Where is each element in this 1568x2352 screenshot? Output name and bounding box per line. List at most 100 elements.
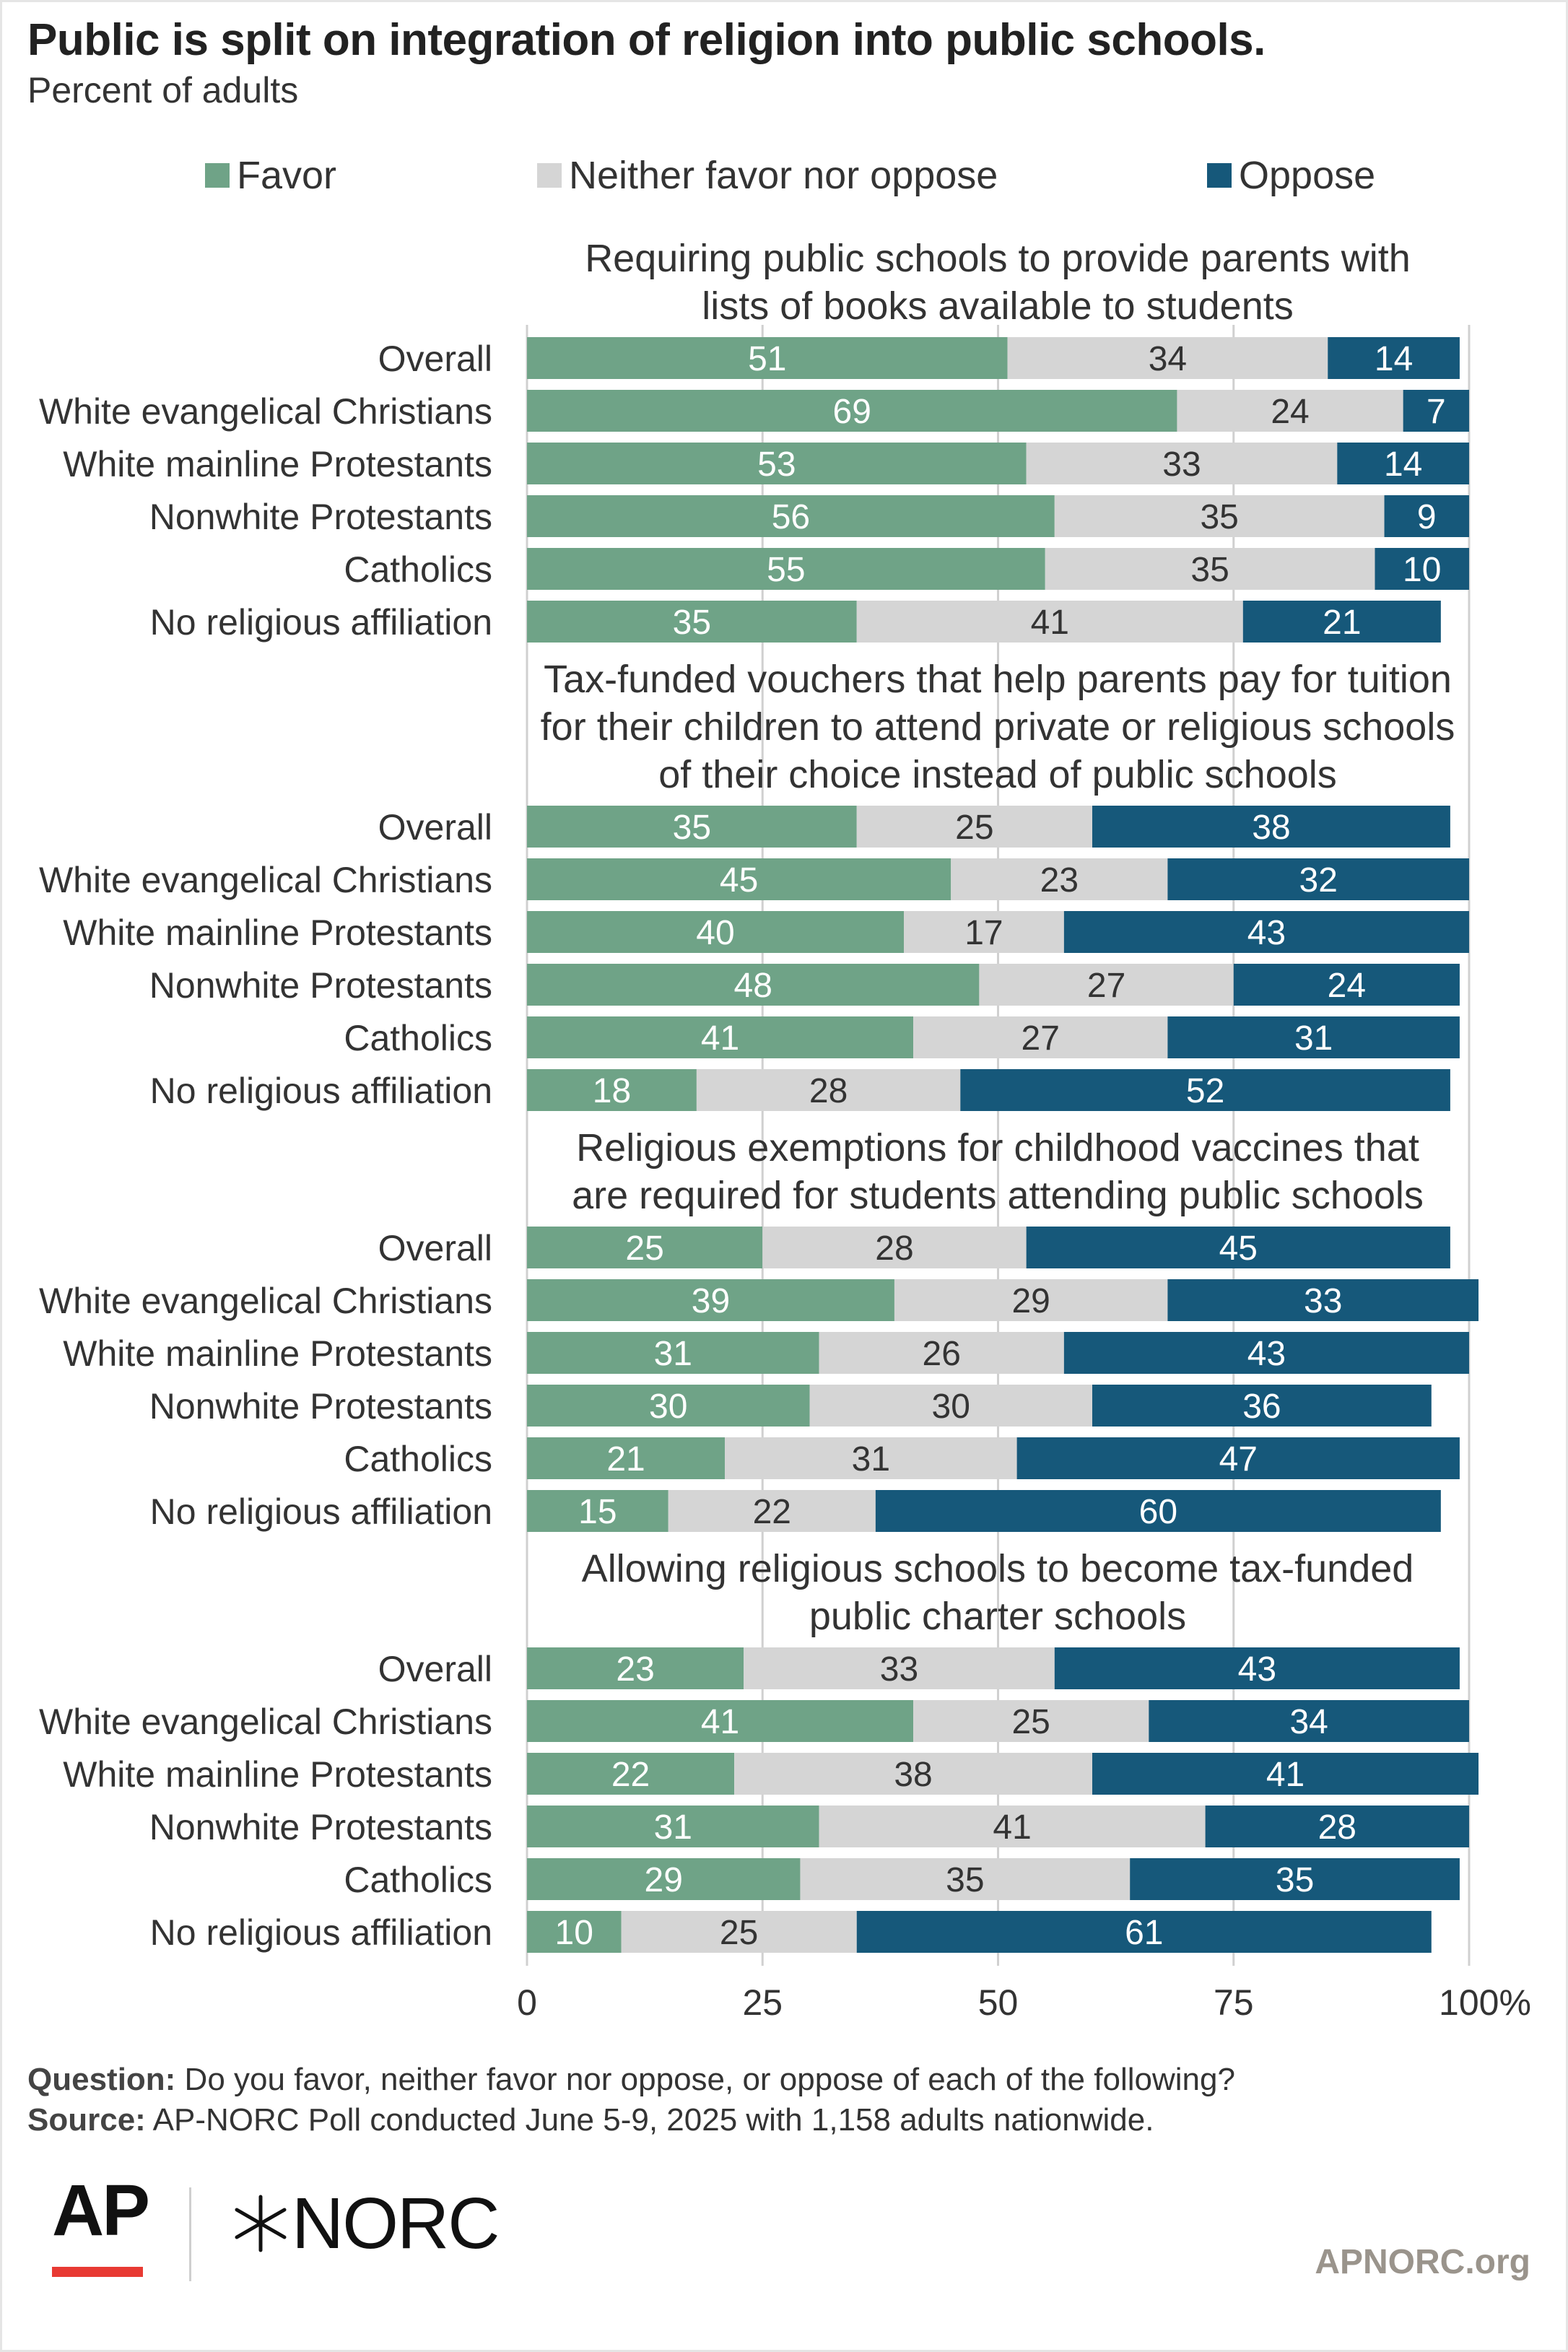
bar-segment-oppose [1242, 601, 1441, 643]
value-label-oppose: 43 [1238, 1650, 1276, 1689]
norc-star-icon [235, 2195, 287, 2252]
group-3-title: are required for students attending publ… [572, 1174, 1424, 1217]
question-label: Question: [27, 2062, 176, 2097]
legend-label-favor: Favor [237, 154, 337, 197]
bar-segment-oppose [1403, 390, 1469, 432]
legend-label-neither: Neither favor nor oppose [569, 154, 998, 197]
value-label-oppose: 9 [1417, 498, 1437, 536]
bar-segment-oppose [1026, 1227, 1450, 1268]
row-label-nonwhite-protestants: Nonwhite Protestants [149, 497, 492, 537]
question-text: Do you favor, neither favor nor oppose, … [175, 2062, 1235, 2097]
value-label-neither: 35 [1190, 551, 1229, 589]
value-label-oppose: 32 [1299, 861, 1338, 900]
row-label-no-religious-affiliation: No religious affiliation [150, 1912, 492, 1953]
value-label-neither: 23 [1040, 861, 1079, 900]
value-label-favor: 30 [649, 1388, 687, 1426]
question-note: Question: Do you favor, neither favor no… [27, 2062, 1235, 2098]
value-label-neither: 27 [1022, 1019, 1060, 1058]
bar-segment-favor [527, 1700, 914, 1742]
bar-segment-oppose [1375, 548, 1469, 590]
value-label-favor: 41 [701, 1703, 739, 1741]
group-2-title: for their children to attend private or … [541, 705, 1455, 749]
value-label-oppose: 36 [1242, 1388, 1281, 1426]
bar-segment-neither [856, 806, 1092, 848]
bar-segment-neither [1177, 390, 1403, 432]
bar-segment-neither [894, 1279, 1168, 1321]
value-label-favor: 39 [692, 1282, 730, 1320]
bar-segment-oppose [1092, 1753, 1479, 1795]
row-label-nonwhite-protestants: Nonwhite Protestants [149, 1807, 492, 1847]
value-label-favor: 45 [720, 861, 758, 900]
row-label-catholics: Catholics [344, 1860, 492, 1900]
bar-segment-oppose [875, 1490, 1441, 1532]
value-label-oppose: 61 [1125, 1914, 1163, 1952]
value-label-favor: 15 [578, 1493, 617, 1531]
value-label-favor: 48 [734, 967, 772, 1005]
row-label-white-mainline-protestants: White mainline Protestants [63, 444, 492, 484]
bar-segment-oppose [1233, 964, 1460, 1006]
row-label-catholics: Catholics [344, 1018, 492, 1058]
bar-segment-neither [809, 1385, 1092, 1427]
value-label-oppose: 31 [1294, 1019, 1333, 1058]
value-label-neither: 25 [720, 1914, 758, 1952]
value-label-favor: 22 [611, 1756, 650, 1794]
ap-logo-underline [52, 2267, 143, 2277]
value-label-oppose: 21 [1323, 604, 1361, 642]
x-tick-label: 0 [517, 1982, 537, 2023]
value-label-neither: 33 [880, 1650, 918, 1689]
value-label-neither: 38 [894, 1756, 932, 1794]
value-label-neither: 27 [1087, 967, 1125, 1005]
value-label-oppose: 60 [1139, 1493, 1177, 1531]
value-label-oppose: 14 [1384, 445, 1422, 484]
bar-segment-oppose [1328, 337, 1460, 379]
value-label-neither: 28 [875, 1229, 913, 1268]
bar-segment-favor [527, 911, 904, 953]
value-label-neither: 34 [1149, 340, 1187, 378]
bar-segment-favor [527, 1753, 735, 1795]
group-4-title: Allowing religious schools to become tax… [582, 1547, 1414, 1590]
bar-segment-favor [527, 601, 857, 643]
bar-segment-oppose [1384, 495, 1469, 537]
value-label-neither: 35 [1200, 498, 1238, 536]
value-label-favor: 29 [645, 1861, 683, 1899]
value-label-oppose: 45 [1219, 1229, 1258, 1268]
value-label-favor: 35 [673, 809, 711, 847]
row-label-catholics: Catholics [344, 549, 492, 590]
bar-segment-neither [1026, 443, 1338, 484]
legend-item-neither: Neither favor nor oppose [537, 150, 998, 201]
bar-segment-favor [527, 1385, 810, 1427]
value-label-favor: 25 [625, 1229, 663, 1268]
bar-segment-neither [762, 1227, 1027, 1268]
bar-segment-favor [527, 1647, 744, 1689]
row-label-no-religious-affiliation: No religious affiliation [150, 602, 492, 643]
value-label-neither: 25 [955, 809, 993, 847]
row-label-white-mainline-protestants: White mainline Protestants [63, 1754, 492, 1795]
bar-segment-oppose [1016, 1437, 1460, 1479]
value-label-favor: 51 [748, 340, 786, 378]
bar-segment-oppose [1063, 911, 1469, 953]
value-label-oppose: 47 [1219, 1440, 1258, 1478]
bar-segment-oppose [1092, 1385, 1432, 1427]
source-note: Source: AP-NORC Poll conducted June 5-9,… [27, 2102, 1154, 2138]
row-label-overall: Overall [378, 339, 492, 379]
x-tick-label: 75 [1214, 1982, 1254, 2023]
row-label-nonwhite-protestants: Nonwhite Protestants [149, 1386, 492, 1427]
x-tick-label: 50 [978, 1982, 1019, 2023]
value-label-neither: 25 [1011, 1703, 1050, 1741]
bar-segment-neither [819, 1332, 1064, 1374]
value-label-oppose: 10 [1403, 551, 1441, 589]
value-label-oppose: 14 [1375, 340, 1413, 378]
value-label-neither: 24 [1271, 393, 1309, 431]
bar-segment-favor [527, 1227, 763, 1268]
norc-logo-text: NORC [292, 2183, 500, 2264]
value-label-neither: 35 [946, 1861, 984, 1899]
row-label-white-mainline-protestants: White mainline Protestants [63, 913, 492, 953]
value-label-favor: 35 [673, 604, 711, 642]
row-label-no-religious-affiliation: No religious affiliation [150, 1491, 492, 1532]
bar-segment-oppose [1205, 1806, 1469, 1847]
bar-segment-neither [819, 1806, 1206, 1847]
bar-segment-oppose [1063, 1332, 1469, 1374]
bar-segment-oppose [1092, 806, 1450, 848]
bar-segment-neither [696, 1069, 961, 1111]
bar-segment-favor [527, 390, 1177, 432]
